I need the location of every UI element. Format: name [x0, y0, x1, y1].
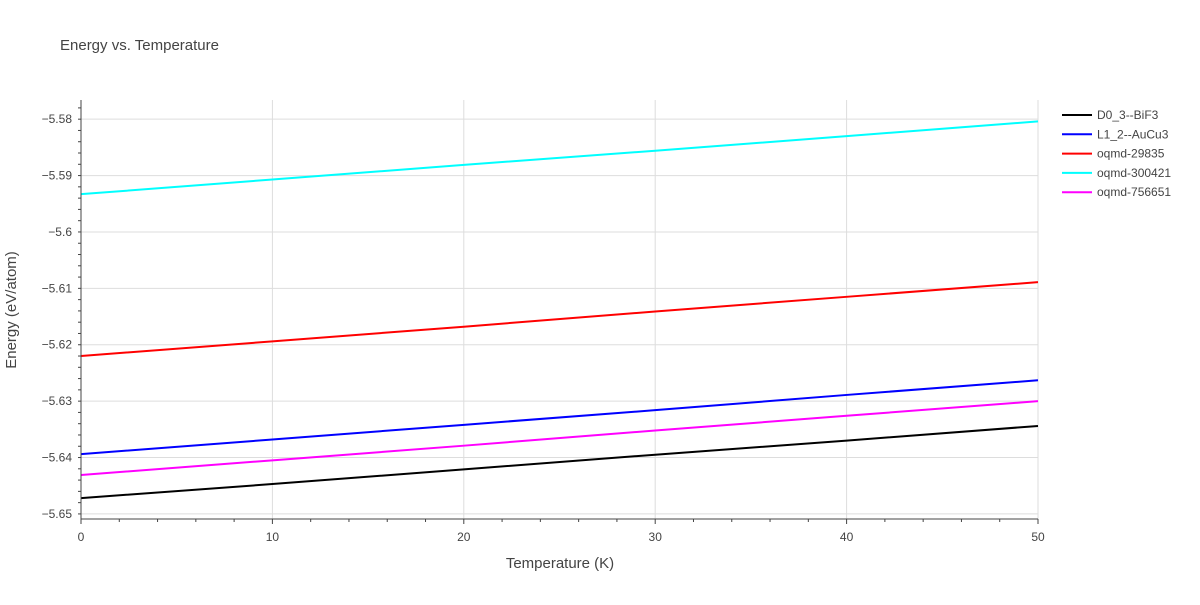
y-tick-label: −5.64 — [42, 451, 73, 465]
series-line-oqmd-300421 — [80, 120, 1039, 196]
x-tick-label: 0 — [78, 530, 85, 544]
chart-title: Energy vs. Temperature — [60, 37, 219, 54]
series-line-L1_2--AuCu3 — [80, 379, 1039, 456]
legend-label: L1_2--AuCu3 — [1097, 127, 1169, 141]
x-tick-label: 40 — [840, 530, 854, 544]
x-tick-label: 20 — [457, 530, 471, 544]
series-line-oqmd-29835 — [80, 281, 1039, 358]
legend-label: D0_3--BiF3 — [1097, 108, 1159, 122]
x-axis-label: Temperature (K) — [506, 555, 614, 572]
series-line-oqmd-756651 — [80, 400, 1039, 477]
x-tick-label: 30 — [649, 530, 663, 544]
y-tick-label: −5.6 — [48, 225, 72, 239]
y-tick-label: −5.59 — [42, 169, 73, 183]
y-tick-label: −5.63 — [42, 394, 73, 408]
legend-label: oqmd-300421 — [1097, 166, 1171, 180]
legend[interactable]: D0_3--BiF3 L1_2--AuCu3 oqmd-29835 oqmd-3004… — [1062, 108, 1171, 199]
y-tick-label: −5.62 — [42, 338, 73, 352]
y-tick-label: −5.65 — [42, 507, 73, 521]
y-tick-label: −5.58 — [42, 112, 73, 126]
legend-label: oqmd-29835 — [1097, 147, 1165, 161]
legend-label: oqmd-756651 — [1097, 185, 1171, 199]
x-tick-label: 10 — [266, 530, 280, 544]
y-axis-label: Energy (eV/atom) — [3, 251, 20, 369]
series-line-D0_3--BiF3 — [80, 424, 1039, 500]
x-tick-label: 50 — [1031, 530, 1045, 544]
y-tick-label: −5.61 — [42, 281, 73, 295]
